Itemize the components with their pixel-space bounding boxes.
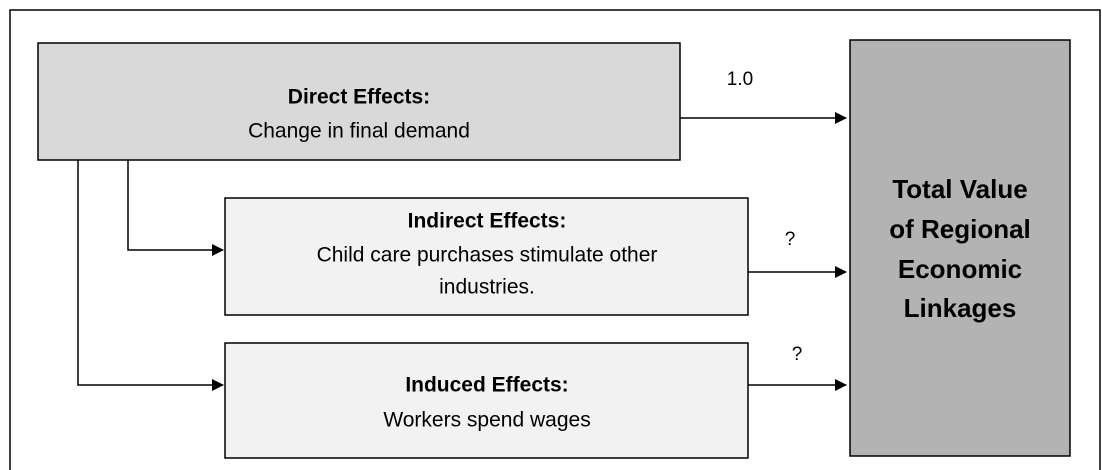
induced-box (224, 342, 749, 459)
node-title: Induced Effects: (405, 374, 568, 397)
arrow (77, 160, 224, 391)
node-text: Change in final demand (248, 120, 470, 143)
node-text: Economic (898, 254, 1022, 284)
node-text: Linkages (904, 293, 1017, 323)
connectors (77, 112, 847, 391)
edge-label: ? (785, 229, 796, 250)
node-text: industries. (439, 276, 535, 299)
direct-box (37, 42, 681, 161)
node-text: Workers spend wages (383, 409, 590, 432)
indirect-box (224, 197, 749, 316)
edge-label: 1.0 (727, 69, 753, 90)
edge-label: ? (792, 344, 803, 365)
node-title: Direct Effects: (288, 86, 430, 109)
arrow (127, 160, 224, 256)
node-text: Total Value (892, 174, 1027, 204)
total-box (849, 39, 1071, 457)
node-text: of Regional (889, 214, 1031, 244)
node-text: Child care purchases stimulate other (317, 244, 658, 267)
node-title: Indirect Effects: (408, 210, 567, 233)
